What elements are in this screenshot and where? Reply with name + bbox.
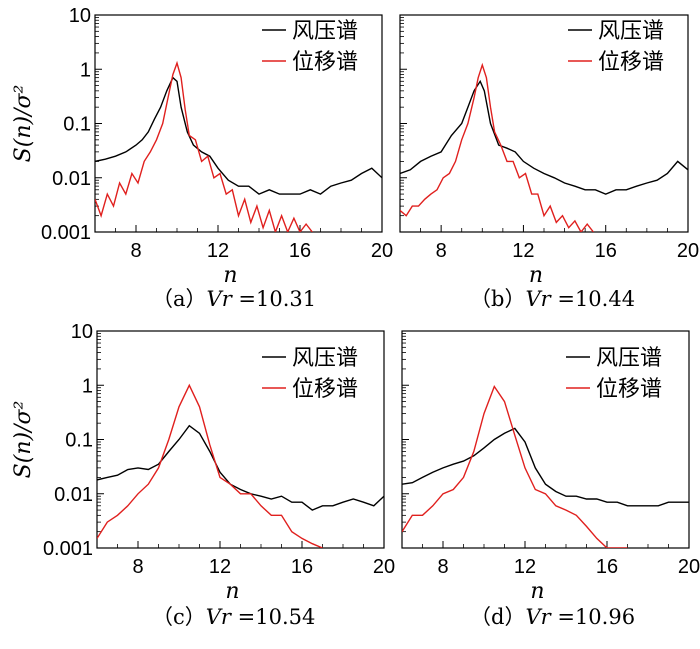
- legend-wind-pressure: 风压谱: [292, 19, 358, 44]
- y-axis-label: S(n)/σ²: [11, 85, 36, 163]
- legend-wind-pressure: 风压谱: [292, 346, 358, 371]
- caption-vr-label: Vr: [525, 287, 557, 311]
- panel-caption: （d）Vr =10.96: [470, 605, 635, 629]
- x-tick-label: 12: [514, 556, 536, 578]
- x-axis-label: n: [529, 263, 543, 288]
- caption-vr-label: Vr: [207, 287, 239, 311]
- y-tick-label: 0.001: [41, 222, 91, 244]
- x-axis-label: n: [223, 263, 237, 288]
- y-tick-label: 0.1: [63, 114, 91, 136]
- y-tick-label: 0.01: [54, 484, 93, 506]
- panel-caption: （a）Vr =10.31: [152, 287, 316, 311]
- y-tick-label: 1: [80, 59, 91, 81]
- x-tick-label: 8: [132, 556, 143, 578]
- caption-vr-label: Vr: [525, 605, 557, 629]
- caption-vr-label: Vr: [206, 605, 238, 629]
- plot-frame: [94, 14, 383, 233]
- caption-vr-value: =10.96: [557, 605, 635, 629]
- displacement-spectrum-line: [97, 383, 323, 548]
- legend-displacement: 位移谱: [596, 377, 662, 402]
- x-tick-label: 8: [436, 240, 447, 262]
- x-tick-label: 8: [130, 240, 141, 262]
- y-tick-label: 10: [71, 321, 93, 343]
- x-axis-label: n: [225, 579, 239, 604]
- x-tick-label: 16: [289, 240, 311, 262]
- displacement-spectrum-line: [95, 60, 313, 232]
- caption-prefix: （a）: [152, 287, 207, 311]
- y-tick-label: 0.001: [43, 538, 93, 560]
- panel-caption: （c）Vr =10.54: [152, 605, 315, 629]
- wind-pressure-spectrum-line: [97, 424, 384, 511]
- caption-vr-value: =10.54: [238, 605, 316, 629]
- wind-pressure-spectrum-line: [402, 427, 689, 507]
- caption-prefix: （c）: [152, 605, 206, 629]
- y-tick-label: 1: [82, 375, 93, 397]
- x-tick-label: 12: [512, 240, 534, 262]
- legend-displacement: 位移谱: [292, 50, 358, 75]
- wind-pressure-spectrum-line: [95, 76, 382, 195]
- x-tick-label: 8: [437, 556, 448, 578]
- legend-displacement: 位移谱: [598, 50, 664, 75]
- caption-prefix: （d）: [470, 605, 525, 629]
- legend-displacement: 位移谱: [292, 377, 358, 402]
- legend-wind-pressure: 风压谱: [598, 19, 664, 44]
- x-tick-label: 12: [209, 556, 231, 578]
- caption-vr-value: =10.44: [557, 287, 635, 311]
- y-axis-label: S(n)/σ²: [11, 401, 36, 479]
- x-tick-label: 16: [596, 556, 618, 578]
- x-tick-label: 20: [677, 240, 699, 262]
- x-tick-label: 20: [373, 556, 395, 578]
- wind-pressure-spectrum-line: [400, 79, 688, 195]
- y-tick-label: 0.1: [65, 430, 93, 452]
- plot-frame: [399, 14, 689, 233]
- caption-prefix: （b）: [470, 287, 525, 311]
- displacement-spectrum-line: [402, 384, 628, 548]
- legend-wind-pressure: 风压谱: [596, 346, 662, 371]
- displacement-spectrum-line: [400, 62, 594, 232]
- y-tick-label: 10: [69, 5, 91, 27]
- x-axis-label: n: [530, 579, 544, 604]
- y-tick-label: 0.01: [52, 168, 91, 190]
- x-tick-label: 16: [595, 240, 617, 262]
- x-tick-label: 12: [207, 240, 229, 262]
- x-tick-label: 16: [291, 556, 313, 578]
- caption-vr-value: =10.31: [238, 287, 316, 311]
- x-tick-label: 20: [371, 240, 393, 262]
- panel-caption: （b）Vr =10.44: [470, 287, 635, 311]
- x-tick-label: 20: [678, 556, 700, 578]
